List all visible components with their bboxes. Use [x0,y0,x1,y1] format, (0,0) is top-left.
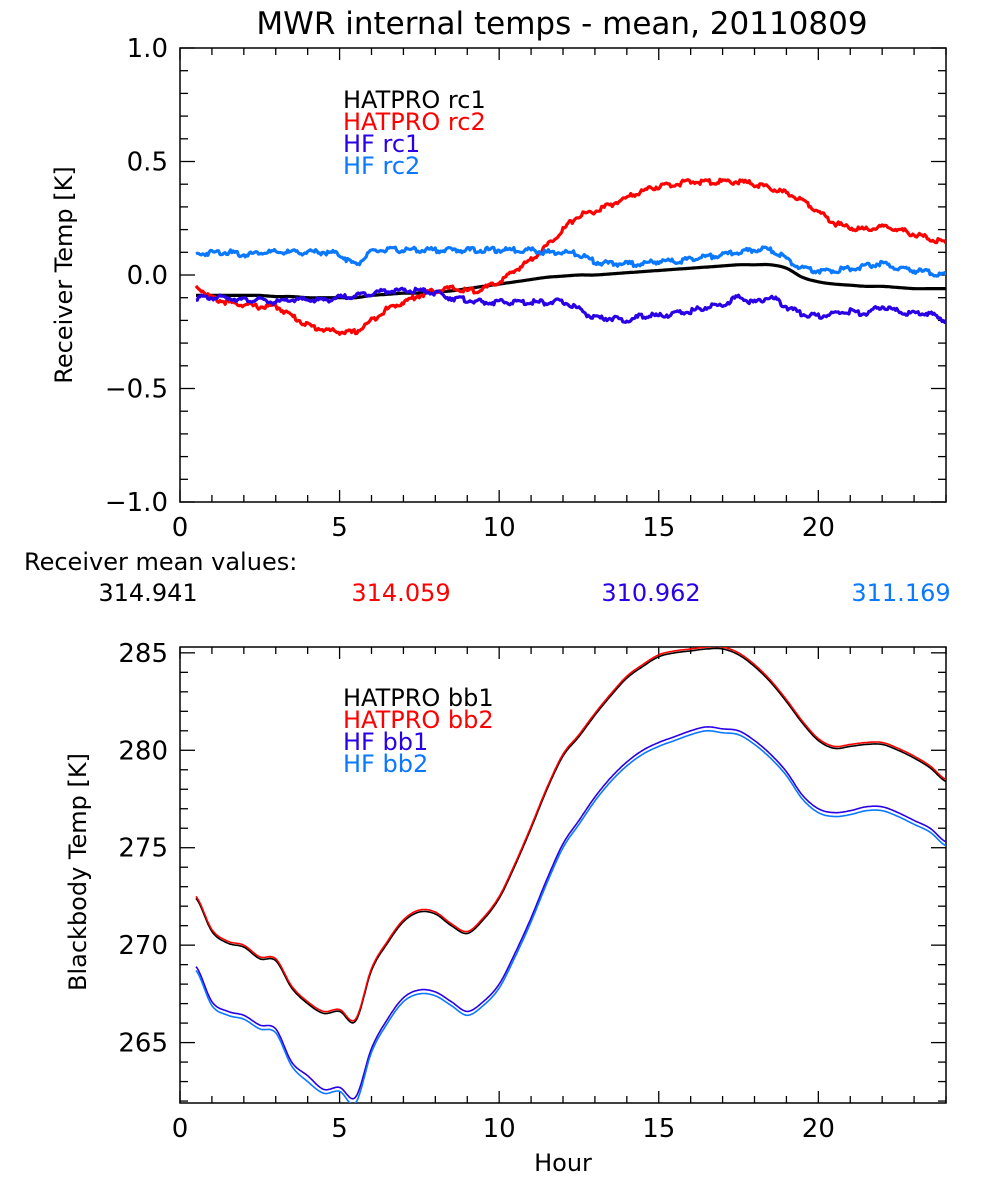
plot-frame [179,646,947,1104]
series-line-hf-rc1 [195,286,946,324]
y-tick-label: −1.0 [105,488,168,518]
y-tick-label: 270 [118,931,168,961]
x-tick-label: 5 [331,1114,348,1144]
x-tick-label: 15 [642,1114,675,1144]
y-tick-label: 265 [118,1029,168,1059]
blackbody-temp-plot: 0 5 10 15 20 285 280 275 270 265 HATPRO bb1HATPRO … [118,639,947,1144]
series-line-hf-rc2 [195,245,946,278]
legend-entry: HATPRO bb2 [343,706,494,734]
x-tick-label: 5 [331,513,348,543]
x-tick-label: 15 [642,513,675,543]
legend-entry: HF rc2 [343,152,420,180]
x-tick-label: 10 [483,1114,516,1144]
series-line-hf-bb1 [195,726,946,1100]
legend-entry: HATPRO rc2 [343,108,486,136]
receiver-mean-hf-rc2: 311.169 [851,579,950,607]
legend-entry: HF rc1 [343,130,420,158]
y-tick-label: 1.0 [127,34,168,64]
y-tick-label: −0.5 [105,375,168,405]
top-y-axis-label: Receiver Temp [K] [50,166,78,384]
y-tick-label: 0.5 [127,148,168,178]
legend-entry: HATPRO rc1 [343,86,486,114]
receiver-temp-plot: 0 5 10 15 20 1.0 0.5 0.0 −0.5 −1.0 HATPRO rc1HATPR… [105,34,947,543]
series-line-hatpro-bb2 [195,647,946,1022]
y-tick-label: 285 [118,639,168,669]
x-tick-label: 10 [483,513,516,543]
series-line-hatpro-rc2 [194,177,946,336]
receiver-mean-hatpro-rc1: 314.941 [98,579,197,607]
x-tick-label: 20 [802,513,835,543]
receiver-mean-hf-rc1: 310.962 [601,579,700,607]
y-tick-label: 275 [118,834,168,864]
legend-entry: HATPRO bb1 [343,684,494,712]
x-axis-label: Hour [534,1149,592,1177]
chart-title: MWR internal temps - mean, 20110809 [256,6,867,42]
bottom-y-axis-label: Blackbody Temp [K] [64,753,92,991]
x-tick-label: 0 [172,1114,189,1144]
y-tick-label: 280 [118,736,168,766]
series-line-hatpro-bb1 [195,647,946,1024]
legend-entry: HF bb2 [343,750,428,778]
x-tick-label: 0 [172,513,189,543]
legend-entry: HF bb1 [343,728,428,756]
x-tick-label: 20 [802,1114,835,1144]
receiver-mean-hatpro-rc2: 314.059 [351,579,450,607]
series-line-hf-bb2 [195,729,946,1103]
y-tick-label: 0.0 [127,261,168,291]
receiver-mean-label: Receiver mean values: [24,548,297,576]
